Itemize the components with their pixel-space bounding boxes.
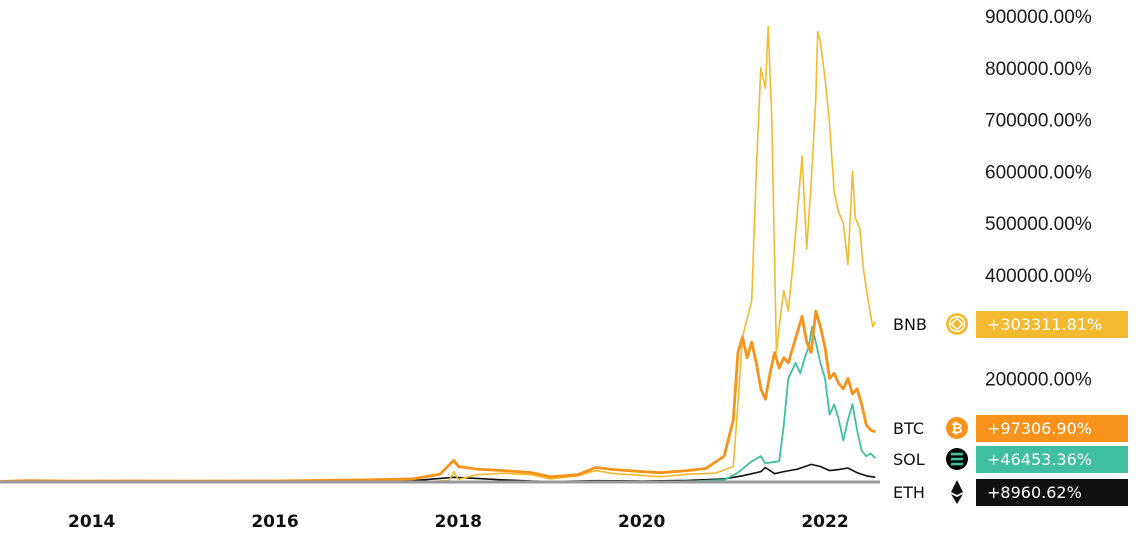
bnb-icon — [946, 313, 968, 335]
series-value-sol: +46453.36% — [987, 450, 1092, 469]
x-tick-label: 2022 — [801, 512, 848, 532]
series-end-labels: BNB +303311.81% BTC ₿ +97306.90% SOL +46453.36… — [893, 311, 1128, 506]
y-tick-label: 800000.00% — [985, 59, 1092, 80]
y-tick-label: 700000.00% — [985, 111, 1092, 132]
series-line-sol — [669, 325, 877, 483]
btc-icon: ₿ — [946, 417, 968, 439]
series-name-bnb: BNB — [893, 315, 927, 334]
eth-icon — [951, 480, 963, 504]
series-name-sol: SOL — [893, 450, 925, 469]
series-value-box-bnb — [976, 311, 1128, 338]
x-tick-label: 2020 — [618, 512, 665, 532]
y-tick-label: 600000.00% — [985, 162, 1092, 183]
series-value-box-sol — [976, 446, 1128, 473]
x-tick-label: 2016 — [251, 512, 298, 532]
y-tick-label: 200000.00% — [985, 369, 1092, 390]
series-value-eth: +8960.62% — [987, 483, 1082, 502]
series-value-box-eth — [976, 479, 1128, 506]
y-tick-label: 900000.00% — [985, 7, 1092, 28]
x-tick-label: 2014 — [68, 512, 115, 532]
series-lines — [0, 25, 877, 483]
series-value-btc: +97306.90% — [987, 419, 1092, 438]
series-value-box-btc — [976, 415, 1128, 442]
series-line-btc — [0, 309, 876, 483]
x-axis: 2014 2016 2018 2020 2022 — [68, 512, 849, 532]
series-name-eth: ETH — [893, 483, 925, 502]
sol-icon — [946, 448, 968, 470]
series-name-btc: BTC — [893, 419, 924, 438]
series-line-bnb — [421, 25, 877, 483]
y-tick-label: 500000.00% — [985, 214, 1092, 235]
y-tick-label: 400000.00% — [985, 266, 1092, 287]
y-axis: 900000.00% 800000.00% 700000.00% 600000.00%… — [985, 7, 1092, 390]
x-tick-label: 2018 — [435, 512, 482, 532]
series-value-bnb: +303311.81% — [987, 315, 1102, 334]
svg-text:₿: ₿ — [951, 421, 962, 437]
series-line-eth — [238, 463, 876, 483]
